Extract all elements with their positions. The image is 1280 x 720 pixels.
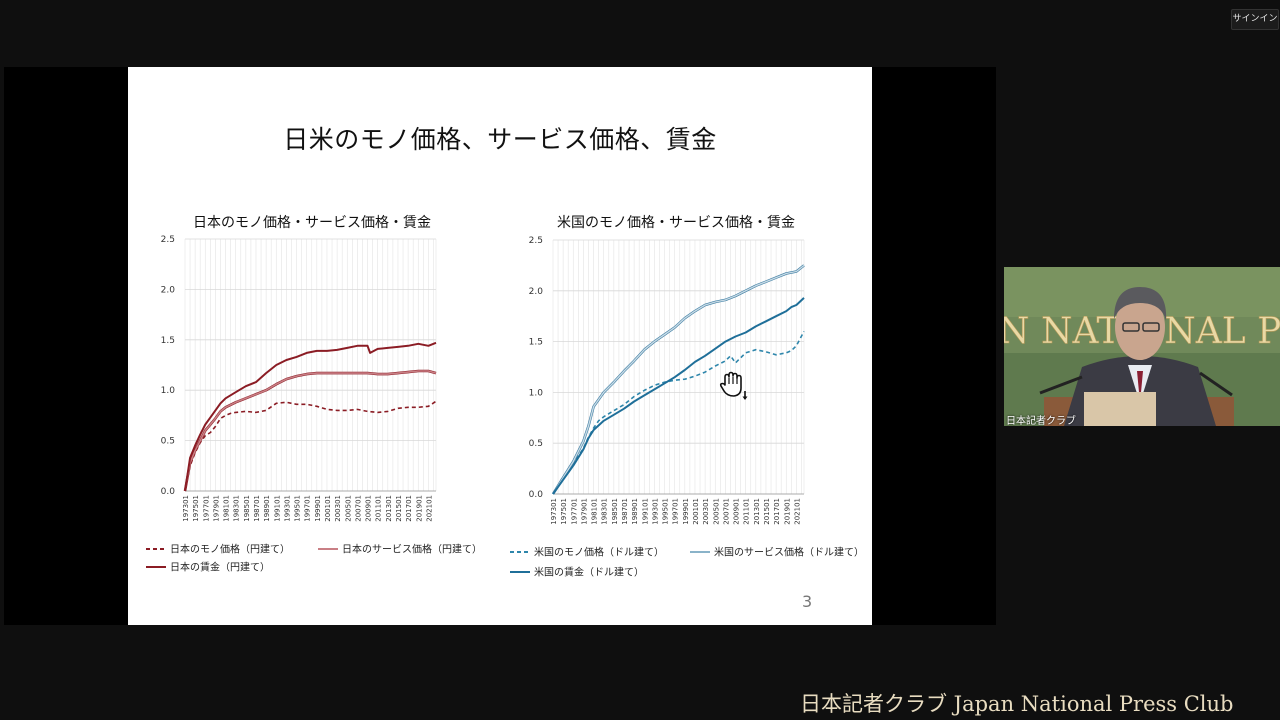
legend-label-us-0: 米国のモノ価格（ドル建て） (534, 546, 664, 559)
x-tick-label-jp: 199701 (304, 495, 312, 522)
x-tick-label-jp: 200301 (334, 495, 342, 522)
x-tick-label-us: 198301 (601, 498, 609, 525)
x-tick-label-jp: 201501 (395, 495, 403, 522)
y-tick-label-us: 2.0 (529, 287, 544, 297)
x-tick-label-jp: 201701 (405, 495, 413, 522)
x-tick-label-us: 197301 (550, 498, 558, 525)
x-tick-label-us: 200101 (692, 498, 700, 525)
y-tick-label-us: 2.5 (529, 236, 543, 246)
legend-label-jp-2: 日本の賃金（円建て） (170, 561, 270, 574)
x-tick-label-us: 201101 (743, 498, 751, 525)
x-tick-label-jp: 198101 (223, 495, 231, 522)
x-tick-label-us: 198501 (611, 498, 619, 525)
x-tick-label-jp: 200101 (324, 495, 332, 522)
x-tick-label-us: 198901 (631, 498, 639, 525)
x-tick-label-jp: 197901 (212, 495, 220, 522)
x-tick-label-us: 199301 (651, 498, 659, 525)
x-tick-label-jp: 201901 (415, 495, 423, 522)
signin-button[interactable]: サインイン (1231, 9, 1279, 30)
brand-watermark: 日本記者クラブ Japan National Press Club (800, 692, 1234, 716)
x-tick-label-jp: 198901 (263, 495, 271, 522)
y-tick-label-us: 0.5 (529, 439, 543, 449)
speaker-video: N NATIONAL PR (1004, 267, 1280, 426)
x-tick-label-jp: 198701 (253, 495, 261, 522)
x-tick-label-jp: 200901 (365, 495, 373, 522)
x-tick-label-us: 201701 (773, 498, 781, 525)
x-tick-label-jp: 197301 (182, 495, 190, 522)
series-line-jp-0 (184, 400, 437, 492)
legend-label-us-2: 米国の賃金（ドル建て） (534, 566, 644, 579)
x-tick-label-us: 199101 (641, 498, 649, 525)
x-tick-label-us: 201301 (753, 498, 761, 525)
x-tick-label-jp: 202101 (425, 495, 433, 522)
series-line-jp-2 (184, 341, 437, 492)
x-tick-label-us: 199501 (662, 498, 670, 525)
x-tick-label-us: 200701 (722, 498, 730, 525)
chart-title-jp: 日本のモノ価格・サービス価格・賃金 (193, 215, 431, 231)
x-tick-label-jp: 201101 (375, 495, 383, 522)
x-tick-label-us: 200301 (702, 498, 710, 525)
y-tick-label-jp: 0.0 (161, 487, 176, 497)
y-tick-label-jp: 2.0 (161, 285, 176, 295)
x-tick-label-us: 200501 (712, 498, 720, 525)
x-tick-label-us: 199701 (672, 498, 680, 525)
x-tick-label-jp: 200701 (354, 495, 362, 522)
x-tick-label-us: 199901 (682, 498, 690, 525)
speaker-video-tile[interactable]: N NATIONAL PR 日本記者クラブ (1004, 267, 1280, 426)
y-tick-label-jp: 2.5 (161, 235, 175, 245)
x-tick-label-us: 198101 (591, 498, 599, 525)
page-number: 3 (802, 592, 813, 611)
series-line-us-0 (552, 331, 805, 495)
x-tick-label-jp: 199501 (294, 495, 302, 522)
series-line-us-1 (552, 264, 805, 495)
y-tick-label-jp: 0.5 (161, 437, 175, 447)
x-tick-label-jp: 199101 (273, 495, 281, 522)
x-tick-label-us: 197701 (570, 498, 578, 525)
x-tick-label-jp: 197501 (192, 495, 200, 522)
x-tick-label-us: 202101 (793, 498, 801, 525)
x-tick-label-jp: 199901 (314, 495, 322, 522)
y-tick-label-us: 1.0 (529, 388, 544, 398)
x-tick-label-us: 197501 (560, 498, 568, 525)
legend-label-jp-0: 日本のモノ価格（円建て） (170, 543, 290, 556)
series-line-jp-1 (184, 370, 437, 492)
x-tick-label-jp: 201301 (385, 495, 393, 522)
y-tick-label-jp: 1.0 (161, 386, 176, 396)
x-tick-label-jp: 198301 (233, 495, 241, 522)
chart-title-us: 米国のモノ価格・サービス価格・賃金 (557, 215, 795, 231)
x-tick-label-us: 197901 (580, 498, 588, 525)
y-tick-label-us: 1.5 (529, 338, 543, 348)
chart-us: 米国のモノ価格・サービス価格・賃金 0.0 0.5 1.0 1.5 2.0 2.5 19730… (510, 215, 864, 579)
x-tick-label-us: 201901 (783, 498, 791, 525)
x-tick-label-jp: 199301 (283, 495, 291, 522)
legend-label-us-1: 米国のサービス価格（ドル建て） (714, 546, 864, 559)
chart-japan: 日本のモノ価格・サービス価格・賃金 0.0 0.5 1.0 1.5 2.0 2.5 19730… (146, 215, 482, 574)
slide: 日米のモノ価格、サービス価格、賃金 日本のモノ価格・サービス価格・賃金 0.0 0.… (128, 67, 872, 625)
x-tick-label-jp: 198501 (243, 495, 251, 522)
x-tick-label-us: 200901 (733, 498, 741, 525)
y-tick-label-us: 0.0 (529, 490, 544, 500)
legend-label-jp-1: 日本のサービス価格（円建て） (342, 543, 482, 556)
slide-title: 日米のモノ価格、サービス価格、賃金 (283, 125, 717, 154)
x-tick-label-jp: 197701 (202, 495, 210, 522)
x-tick-label-jp: 200501 (344, 495, 352, 522)
y-tick-label-jp: 1.5 (161, 336, 175, 346)
x-tick-label-us: 201501 (763, 498, 771, 525)
hand-cursor-icon (719, 371, 748, 400)
series-line-us-2 (552, 297, 805, 495)
participant-label: 日本記者クラブ (1006, 416, 1076, 426)
x-tick-label-us: 198701 (621, 498, 629, 525)
